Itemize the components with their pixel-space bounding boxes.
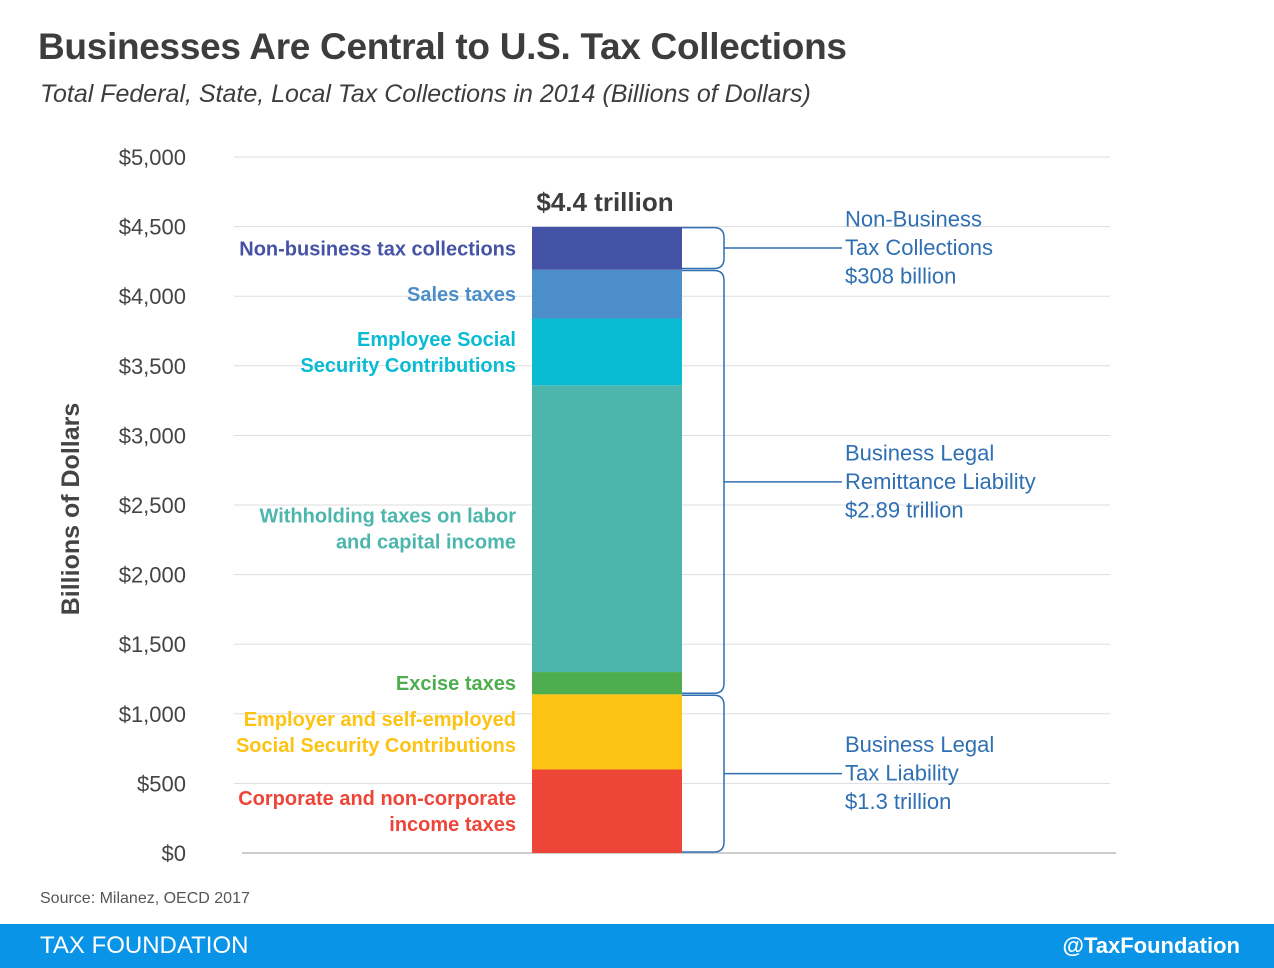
y-tick-label: $3,000 (119, 423, 186, 448)
y-tick-label: $5,000 (119, 145, 186, 170)
segment-label: Corporate and non-corporate (238, 788, 516, 810)
bar-segment (532, 672, 682, 695)
chart-subtitle: Total Federal, State, Local Tax Collecti… (40, 80, 811, 108)
y-tick-label: $2,000 (119, 563, 186, 588)
bar-segment (532, 769, 682, 853)
group-label: Non-Business (845, 207, 982, 232)
bar-segment (532, 318, 682, 386)
y-tick-label: $2,500 (119, 493, 186, 518)
segment-label: Security Contributions (300, 355, 516, 377)
y-tick-label: $4,000 (119, 284, 186, 309)
group-label: Tax Liability (845, 761, 959, 786)
twitter-handle: @TaxFoundation (1062, 933, 1240, 958)
total-label: $4.4 trillion (536, 187, 673, 217)
group-label: $2.89 trillion (845, 497, 964, 522)
group-bracket (682, 694, 725, 853)
segment-label: income taxes (389, 814, 516, 836)
group-bracket (682, 226, 725, 270)
bar-segment (532, 694, 682, 770)
source-note: Source: Milanez, OECD 2017 (40, 890, 250, 907)
y-tick-label: $4,500 (119, 215, 186, 240)
segment-label: Withholding taxes on labor (260, 506, 517, 528)
segment-label: Sales taxes (407, 284, 516, 306)
group-label: Business Legal (845, 732, 994, 757)
segment-label: Social Security Contributions (236, 735, 516, 757)
segment-label: Employee Social (357, 329, 516, 351)
y-tick-label: $500 (137, 771, 186, 796)
brand-name: TAX FOUNDATION (40, 932, 249, 959)
bar-segment (532, 269, 682, 319)
segment-label: Excise taxes (396, 673, 516, 695)
y-tick-label: $0 (162, 841, 186, 866)
group-label: $1.3 trillion (845, 789, 951, 814)
group-label: Business Legal (845, 440, 994, 465)
chart-title: Businesses Are Central to U.S. Tax Colle… (38, 26, 847, 67)
segment-label: Employer and self-employed (244, 709, 516, 731)
bar-segment (532, 226, 682, 270)
bar-segment (532, 385, 682, 673)
stacked-bar-chart: $0 $500 $1,000 $1,500 $2,000 $2,500 $3,000 $3,5… (57, 145, 1116, 866)
group-label: Tax Collections (845, 235, 993, 260)
y-tick-label: $1,000 (119, 702, 186, 727)
footer-bar: TAX FOUNDATION @TaxFoundation (0, 924, 1274, 968)
y-tick-label: $3,500 (119, 354, 186, 379)
y-tick-label: $1,500 (119, 632, 186, 657)
segment-label: Non-business tax collections (239, 238, 516, 260)
group-label: $308 billion (845, 264, 956, 289)
y-axis-title: Billions of Dollars (57, 403, 85, 616)
group-label: Remittance Liability (845, 469, 1036, 494)
segment-label: and capital income (336, 532, 516, 554)
group-bracket (682, 269, 725, 695)
